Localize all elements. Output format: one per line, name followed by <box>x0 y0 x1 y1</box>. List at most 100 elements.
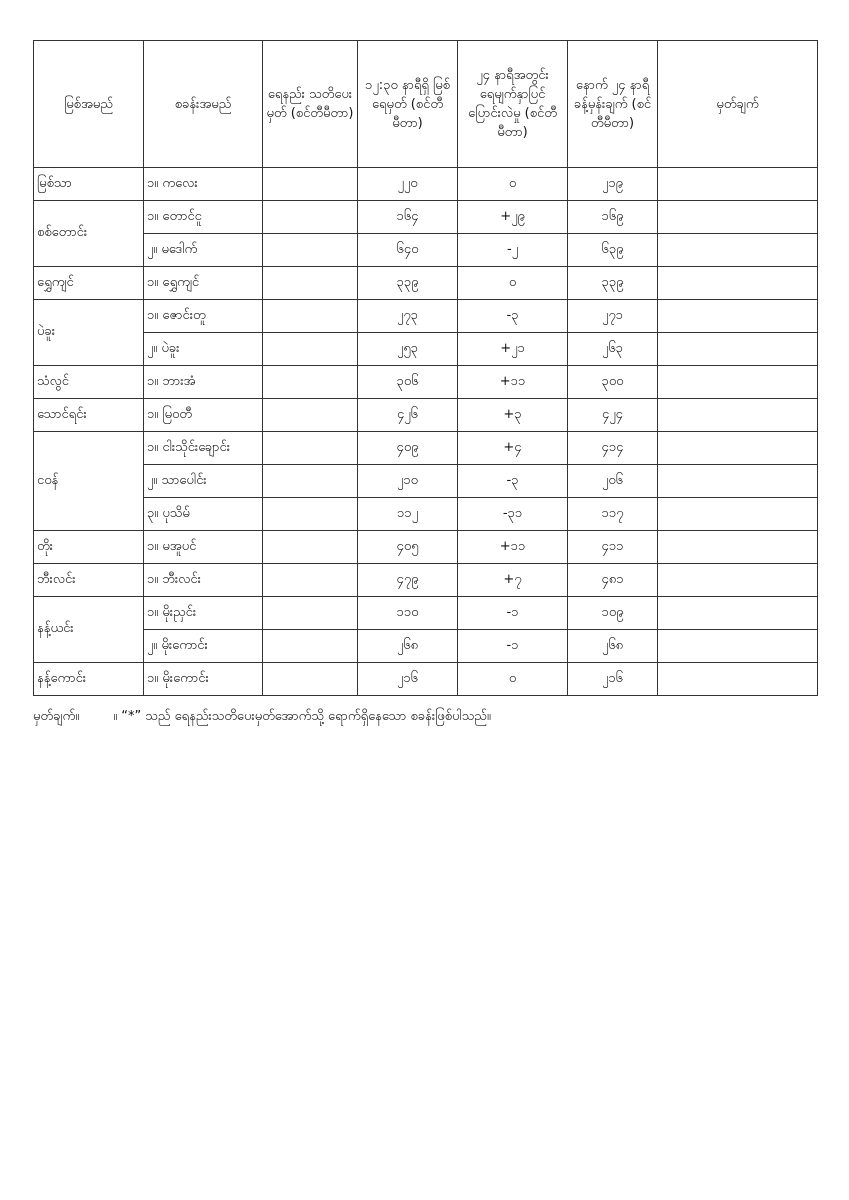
header-water-level: ၁၂:၃၀ နာရီရှိ မြစ်ရေမှတ် (စင်တီမီတာ) <box>357 40 458 168</box>
change-cell: -၃ <box>457 299 568 333</box>
warning-cell <box>262 596 358 630</box>
level-cell: ၁၁၀ <box>357 596 458 630</box>
forecast-cell: ၁၆၉ <box>567 200 658 234</box>
remark-cell <box>657 662 818 696</box>
change-cell: +၁၁ <box>457 530 568 564</box>
table-row: ၃။ ပုသိမ် ၁၁၂ -၃၁ ၁၁၇ <box>34 497 818 531</box>
warning-cell <box>262 365 358 399</box>
river-name-cell: သံလွင် <box>33 365 144 399</box>
remark-cell <box>657 596 818 630</box>
change-cell: +၇ <box>457 563 568 597</box>
forecast-cell: ၂၀၆ <box>567 464 658 498</box>
table-row: နန့်ယင်း ၁။ မိုးညှင်း ၁၁၀ -၁ ၁၀၉ <box>33 596 818 663</box>
forecast-cell: ၂၁၆ <box>567 662 658 696</box>
table-row: သံလွင် ၁။ ဘားအံ ၃၀၆ +၁၁ ၃၀၀ <box>33 365 818 399</box>
station-cell: ၂။ ပဲခူး <box>143 332 263 366</box>
header-station: စခန်းအမည် <box>143 40 263 168</box>
warning-cell <box>262 464 358 498</box>
change-cell: ၀ <box>457 662 568 696</box>
remark-cell <box>657 530 818 564</box>
forecast-cell: ၄၁၁ <box>567 530 658 564</box>
station-cell: ၁။ မြဝတီ <box>143 398 263 432</box>
river-level-table: မြစ်အမည် စခန်းအမည် ရေနည်း သတိပေးမှတ် (စင… <box>33 40 818 696</box>
header-row: မြစ်အမည် စခန်းအမည် ရေနည်း သတိပေးမှတ် (စင… <box>33 40 818 168</box>
remark-cell <box>657 167 818 201</box>
level-cell: ၂၇၃ <box>357 299 458 333</box>
level-cell: ၆၄၀ <box>357 233 458 267</box>
remark-cell <box>657 200 818 234</box>
remark-cell <box>657 563 818 597</box>
change-cell: +၂၉ <box>457 200 568 234</box>
change-cell: -၃၁ <box>457 497 568 531</box>
change-cell: +၂၁ <box>457 332 568 366</box>
forecast-cell: ၂၁၉ <box>567 167 658 201</box>
header-forecast: နောက် ၂၄ နာရီ ခန့်မှန်းချက် (စင်တီမီတာ) <box>567 40 658 168</box>
table-row: ဘီးလင်း ၁။ ဘီးလင်း ၄၇၉ +၇ ၄၈၁ <box>33 563 818 597</box>
header-remark: မှတ်ချက် <box>657 40 818 168</box>
warning-cell <box>262 299 358 333</box>
change-cell: -၁ <box>457 629 568 663</box>
warning-cell <box>262 398 358 432</box>
footnote-text: ။ “*” သည် ရေနည်းသတိပေးမှတ်အောက်သို့ ရောက… <box>113 709 491 724</box>
level-cell: ၂၅၃ <box>357 332 458 366</box>
table-row: ငဝန် ၁။ ငါးသိုင်းချောင်း ၄၀၉ +၄ ၄၁၄ <box>33 431 818 531</box>
remark-cell <box>657 497 818 531</box>
change-cell: +၁၁ <box>457 365 568 399</box>
level-cell: ၂၁၆ <box>357 662 458 696</box>
station-cell: ၂။ သာပေါင်း <box>143 464 263 498</box>
table-row: မြစ်သာ ၁။ ကလေး ၂၂၀၀၂၁၉ <box>33 167 818 201</box>
footnote-label: မှတ်ချက်။ <box>33 709 80 724</box>
table-row: နန့်ကောင်း ၁။ မိုးကောင်း ၂၁၆၀၂၁၆ <box>33 662 818 696</box>
table-body: မြစ်သာ ၁။ ကလေး ၂၂၀၀၂၁၉ စစ်တောင်း ၁။ တောင်ငူ၁… <box>33 167 818 696</box>
table-row: ပဲခူး ၁။ ဇောင်းတူ ၂၇၃ -၃ ၂၇၁ <box>33 299 818 366</box>
station-cell: ၁။ ဇောင်းတူ <box>143 299 263 333</box>
warning-cell <box>262 563 358 597</box>
station-cell: ၂။ မဒေါက် <box>143 233 263 267</box>
level-cell: ၂၆၈ <box>357 629 458 663</box>
change-cell: +၄ <box>457 431 568 465</box>
warning-cell <box>262 200 358 234</box>
change-cell: ၀ <box>457 167 568 201</box>
change-cell: -၁ <box>457 596 568 630</box>
forecast-cell: ၁၁၇ <box>567 497 658 531</box>
station-cell: ၂။ မိုးကောင်း <box>143 629 263 663</box>
river-name-cell: မြစ်သာ <box>33 167 144 201</box>
table-row: ရွှေကျင် ၁။ ရွှေကျင် ၃၃၉၀၃၃၉ <box>33 266 818 300</box>
level-cell: ၃၃၉ <box>357 266 458 300</box>
station-cell: ၁။ ကလေး <box>143 167 263 201</box>
level-cell: ၄၀၉ <box>357 431 458 465</box>
station-cell: ၁။ တောင်ငူ <box>143 200 263 234</box>
station-cell: ၁။ မိုးကောင်း <box>143 662 263 696</box>
forecast-cell: ၆၃၉ <box>567 233 658 267</box>
table-row: သောင်ရင်း ၁။ မြဝတီ ၄၂၆ +၃ ၄၂၄ <box>33 398 818 432</box>
station-cell: ၁။ ဘားအံ <box>143 365 263 399</box>
change-cell: -၂ <box>457 233 568 267</box>
remark-cell <box>657 629 818 663</box>
remark-cell <box>657 464 818 498</box>
station-cell: ၁။ မိုးညှင်း <box>143 596 263 630</box>
level-cell: ၄၀၅ <box>357 530 458 564</box>
river-name-cell: နန့်ကောင်း <box>33 662 144 696</box>
remark-cell <box>657 398 818 432</box>
table-row: တိုး ၁။ မအူပင် ၄၀၅ +၁၁ ၄၁၁ <box>33 530 818 564</box>
level-cell: ၄၂၆ <box>357 398 458 432</box>
station-cell: ၁။ မအူပင် <box>143 530 263 564</box>
forecast-cell: ၄၂၄ <box>567 398 658 432</box>
river-name-cell: ဘီးလင်း <box>33 563 144 597</box>
change-cell: ၀ <box>457 266 568 300</box>
level-cell: ၂၂၀ <box>357 167 458 201</box>
change-cell: +၃ <box>457 398 568 432</box>
level-cell: ၁၁၂ <box>357 497 458 531</box>
warning-cell <box>262 530 358 564</box>
table-row: ၂။ မဒေါက် ၆၄၀ -၂ ၆၃၉ <box>34 233 818 267</box>
table-row: ၂။ သာပေါင်း ၂၁၀ -၃ ၂၀၆ <box>34 464 818 498</box>
remark-cell <box>657 299 818 333</box>
header-river: မြစ်အမည် <box>33 40 144 168</box>
warning-cell <box>262 167 358 201</box>
warning-cell <box>262 431 358 465</box>
warning-cell <box>262 233 358 267</box>
river-name-cell: သောင်ရင်း <box>33 398 144 432</box>
footnote: မှတ်ချက်။ ။ “*” သည် ရေနည်းသတိပေးမှတ်အောက… <box>33 708 491 727</box>
station-cell: ၁။ ရွှေကျင် <box>143 266 263 300</box>
remark-cell <box>657 233 818 267</box>
